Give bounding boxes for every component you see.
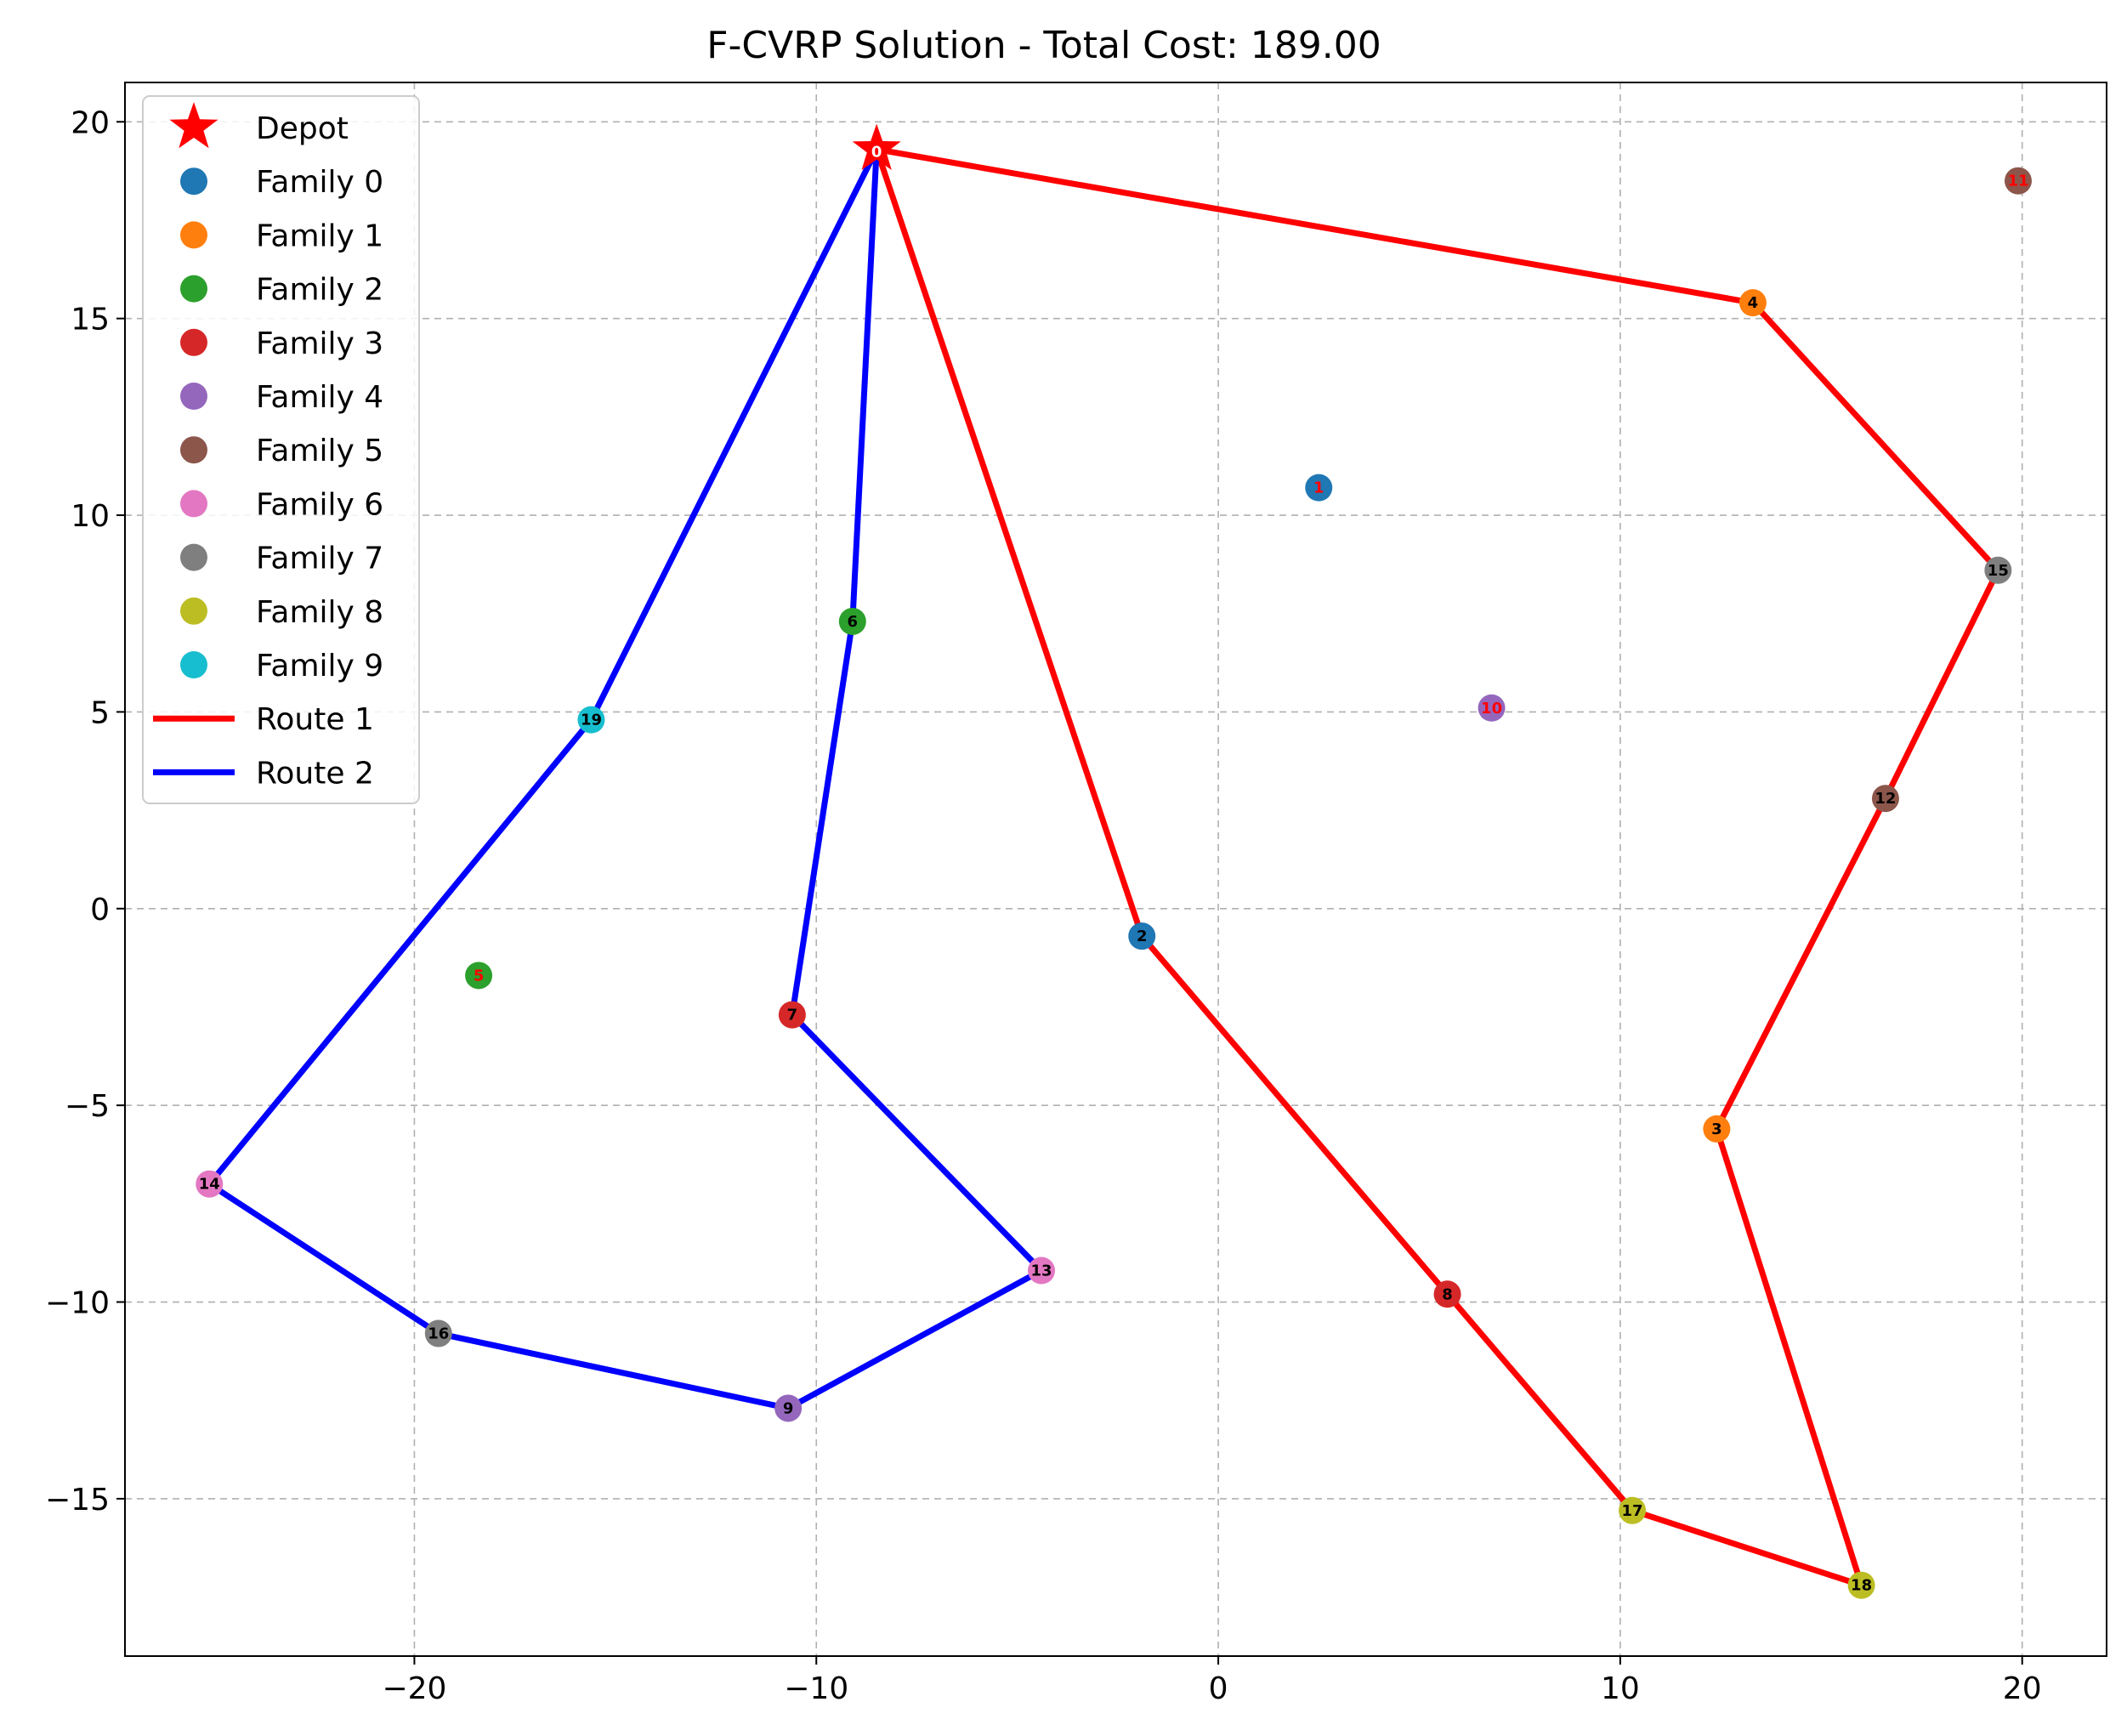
plot-frame	[124, 82, 2107, 1657]
legend-label: Family 9	[256, 649, 383, 684]
legend-marker	[180, 597, 207, 625]
legend-marker	[180, 490, 207, 518]
legend-marker	[180, 543, 207, 571]
legend-label: Family 8	[256, 595, 383, 630]
node-label: 12	[1875, 790, 1896, 808]
node-label: 18	[1851, 1577, 1872, 1595]
node-marker	[778, 1001, 806, 1029]
node-label: 14	[199, 1176, 220, 1194]
y-tick-label: −5	[65, 1089, 110, 1124]
node-marker	[1871, 785, 1899, 813]
node-label: 11	[2007, 173, 2028, 190]
node-marker	[465, 962, 493, 990]
y-tick-label: 0	[90, 893, 110, 928]
node-marker	[1028, 1257, 1056, 1285]
node-marker	[1738, 289, 1767, 317]
node-marker	[2004, 167, 2032, 195]
x-tick-label: 20	[2003, 1671, 2042, 1706]
y-tick-label: −15	[45, 1483, 110, 1518]
legend-marker	[180, 436, 207, 464]
legend-marker	[180, 221, 207, 249]
node-marker	[774, 1394, 803, 1422]
legend-label: Route 2	[256, 756, 374, 791]
legend: Depot Family 0 Family 1 Family 2 Family 3 Fam…	[142, 95, 420, 804]
y-tick-label: 10	[71, 499, 110, 534]
legend-label: Family 6	[256, 487, 383, 522]
node-label: 3	[1711, 1120, 1722, 1138]
node-marker	[424, 1319, 452, 1347]
y-tick-label: −10	[45, 1286, 110, 1321]
y-tick-label: 20	[71, 105, 110, 140]
node-label: 16	[428, 1325, 449, 1343]
x-tick-label: 10	[1601, 1671, 1640, 1706]
legend-label: Route 1	[256, 702, 374, 737]
node-marker	[1703, 1115, 1731, 1143]
legend-box	[142, 95, 420, 804]
node-label: 8	[1442, 1285, 1453, 1303]
route-line-route-1	[873, 146, 2001, 1589]
node-label: 19	[581, 712, 602, 729]
legend-label: Family 4	[256, 380, 383, 415]
node-label: 17	[1622, 1502, 1643, 1520]
node-label: 7	[787, 1007, 798, 1024]
node-marker	[1128, 922, 1156, 950]
x-tick-label: −20	[382, 1671, 446, 1706]
node-marker	[577, 706, 605, 734]
node-label: 10	[1481, 700, 1502, 718]
y-axis: −15 −10 −5 0 5 10 15 20	[45, 105, 125, 1518]
node-marker	[196, 1170, 224, 1198]
routes	[206, 146, 2001, 1589]
node-marker	[1305, 474, 1333, 502]
node-marker	[1619, 1496, 1647, 1524]
node-label: 2	[1137, 928, 1148, 945]
node-marker	[1433, 1280, 1461, 1308]
legend-depot-star-icon	[169, 102, 218, 149]
node-marker	[1478, 694, 1506, 722]
legend-marker	[180, 167, 207, 196]
node-label: 6	[848, 613, 859, 631]
x-tick-label: 0	[1209, 1671, 1228, 1706]
chart-title: F-CVRP Solution - Total Cost: 189.00	[706, 24, 1381, 67]
node-label: 9	[783, 1399, 794, 1417]
node-label: 15	[1988, 562, 2009, 580]
legend-marker	[180, 328, 207, 356]
depot-star-icon	[852, 123, 901, 170]
node-label: 5	[474, 967, 485, 984]
node-marker	[838, 607, 866, 635]
grid	[125, 82, 2107, 1656]
legend-marker	[180, 651, 207, 678]
node-label: 4	[1748, 294, 1759, 312]
legend-label: Depot	[256, 111, 349, 146]
x-tick-label: −10	[784, 1671, 848, 1706]
node-marker	[1984, 556, 2012, 584]
node-label: 13	[1030, 1262, 1052, 1280]
legend-marker	[180, 383, 207, 410]
node-label: 1	[1313, 479, 1324, 497]
node-marker	[1847, 1571, 1875, 1599]
legend-label: Family 3	[256, 326, 383, 361]
legend-label: Family 5	[256, 434, 383, 468]
depot-marker: 0	[852, 123, 901, 170]
depot-label: 0	[871, 144, 882, 162]
y-tick-label: 15	[71, 303, 110, 338]
x-axis: −20 −10 0 10 20	[382, 1656, 2042, 1706]
y-tick-label: 5	[90, 695, 110, 730]
legend-label: Family 7	[256, 542, 383, 576]
legend-label: Family 1	[256, 218, 383, 253]
legend-label: Family 2	[256, 273, 383, 308]
legend-label: Family 0	[256, 165, 383, 200]
legend-marker	[180, 275, 207, 303]
